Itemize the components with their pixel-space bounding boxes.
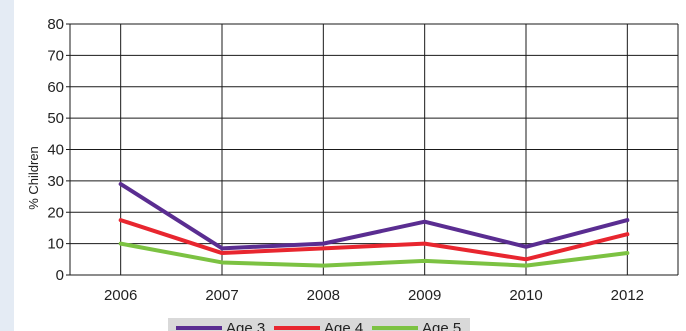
y-tick-label: 70	[47, 47, 64, 64]
y-tick-label: 80	[47, 16, 64, 33]
y-tick-label: 30	[47, 173, 64, 190]
y-tick-label: 50	[47, 110, 64, 127]
legend-label: Age 4	[324, 320, 363, 331]
x-tick-label: 2007	[205, 287, 238, 304]
y-tick-label: 20	[47, 204, 64, 221]
y-tick-label: 10	[47, 236, 64, 253]
legend-label: Age 5	[422, 320, 461, 331]
series-line-age-5	[118, 241, 630, 268]
y-axis-label: % Children	[26, 146, 41, 210]
series-line-age-3	[118, 182, 630, 251]
y-tick-label: 60	[47, 79, 64, 96]
x-tick-label: 2010	[509, 287, 542, 304]
series-lines	[118, 182, 630, 268]
x-tick-label: 2006	[104, 287, 137, 304]
x-tick-label: 2012	[611, 287, 644, 304]
y-tick-label: 40	[47, 142, 64, 159]
legend-label: Age 3	[226, 320, 265, 331]
legend: Age 3 Age 4 Age 5	[168, 318, 470, 331]
x-tick-label: 2009	[408, 287, 441, 304]
x-tick-labels: 2006 2007 2008 2009 2010 2012	[104, 287, 644, 304]
y-tick-labels: 0 10 20 30 40 50 60 70 80	[47, 16, 64, 284]
x-tick-label: 2008	[307, 287, 340, 304]
series-line-age-4	[118, 218, 630, 262]
left-border-strip	[0, 0, 14, 331]
grid	[66, 23, 679, 276]
y-tick-label: 0	[56, 267, 64, 284]
